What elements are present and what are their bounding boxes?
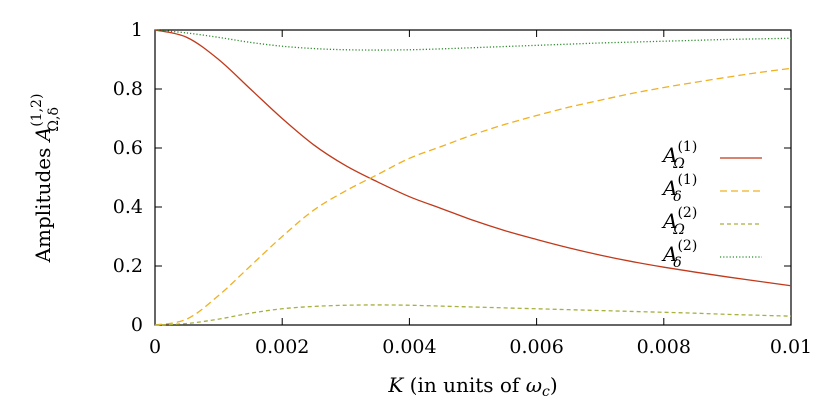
- legend-label-3: A(2) Ω: [661, 205, 697, 238]
- legend-label-1: A(1) Ω: [661, 139, 697, 172]
- series-line-4: [154, 29, 792, 51]
- y-axis-title: Amplitudes A(1,2)Ω,δ: [29, 94, 62, 264]
- x-tick-label: 0.004: [382, 336, 436, 358]
- y-tick-label: 0.2: [113, 255, 143, 277]
- series-layer: [154, 29, 792, 326]
- x-tick-label: 0.006: [509, 336, 563, 358]
- legend-label-4: A(2) δ: [661, 238, 697, 271]
- x-tick-label: 0.01: [770, 336, 812, 358]
- x-tick-label: 0.002: [255, 336, 309, 358]
- y-tick-label: 0.4: [113, 196, 143, 218]
- y-tick-label: 0: [131, 314, 143, 336]
- y-tick-label: 0.8: [113, 78, 143, 100]
- legend-label-2: A(1) δ: [661, 172, 697, 205]
- series-line-3: [154, 304, 792, 326]
- x-axis-title: K (in units of ωc): [387, 373, 557, 400]
- series-line-2: [154, 67, 792, 326]
- y-tick-label: 0.6: [113, 137, 143, 159]
- x-tick-label: 0: [149, 336, 161, 358]
- legend: A(1) ΩA(1) δA(2) ΩA(2) δ: [661, 139, 762, 271]
- plot-frame: [154, 29, 792, 326]
- series-line-1: [154, 29, 792, 287]
- axis-ticks: 0 0.002 0.004 0.006 0.008 0.01 0 0.2 0.4 0.6 0.8 1: [113, 19, 812, 358]
- x-tick-label: 0.008: [637, 336, 691, 358]
- y-tick-label: 1: [131, 19, 143, 41]
